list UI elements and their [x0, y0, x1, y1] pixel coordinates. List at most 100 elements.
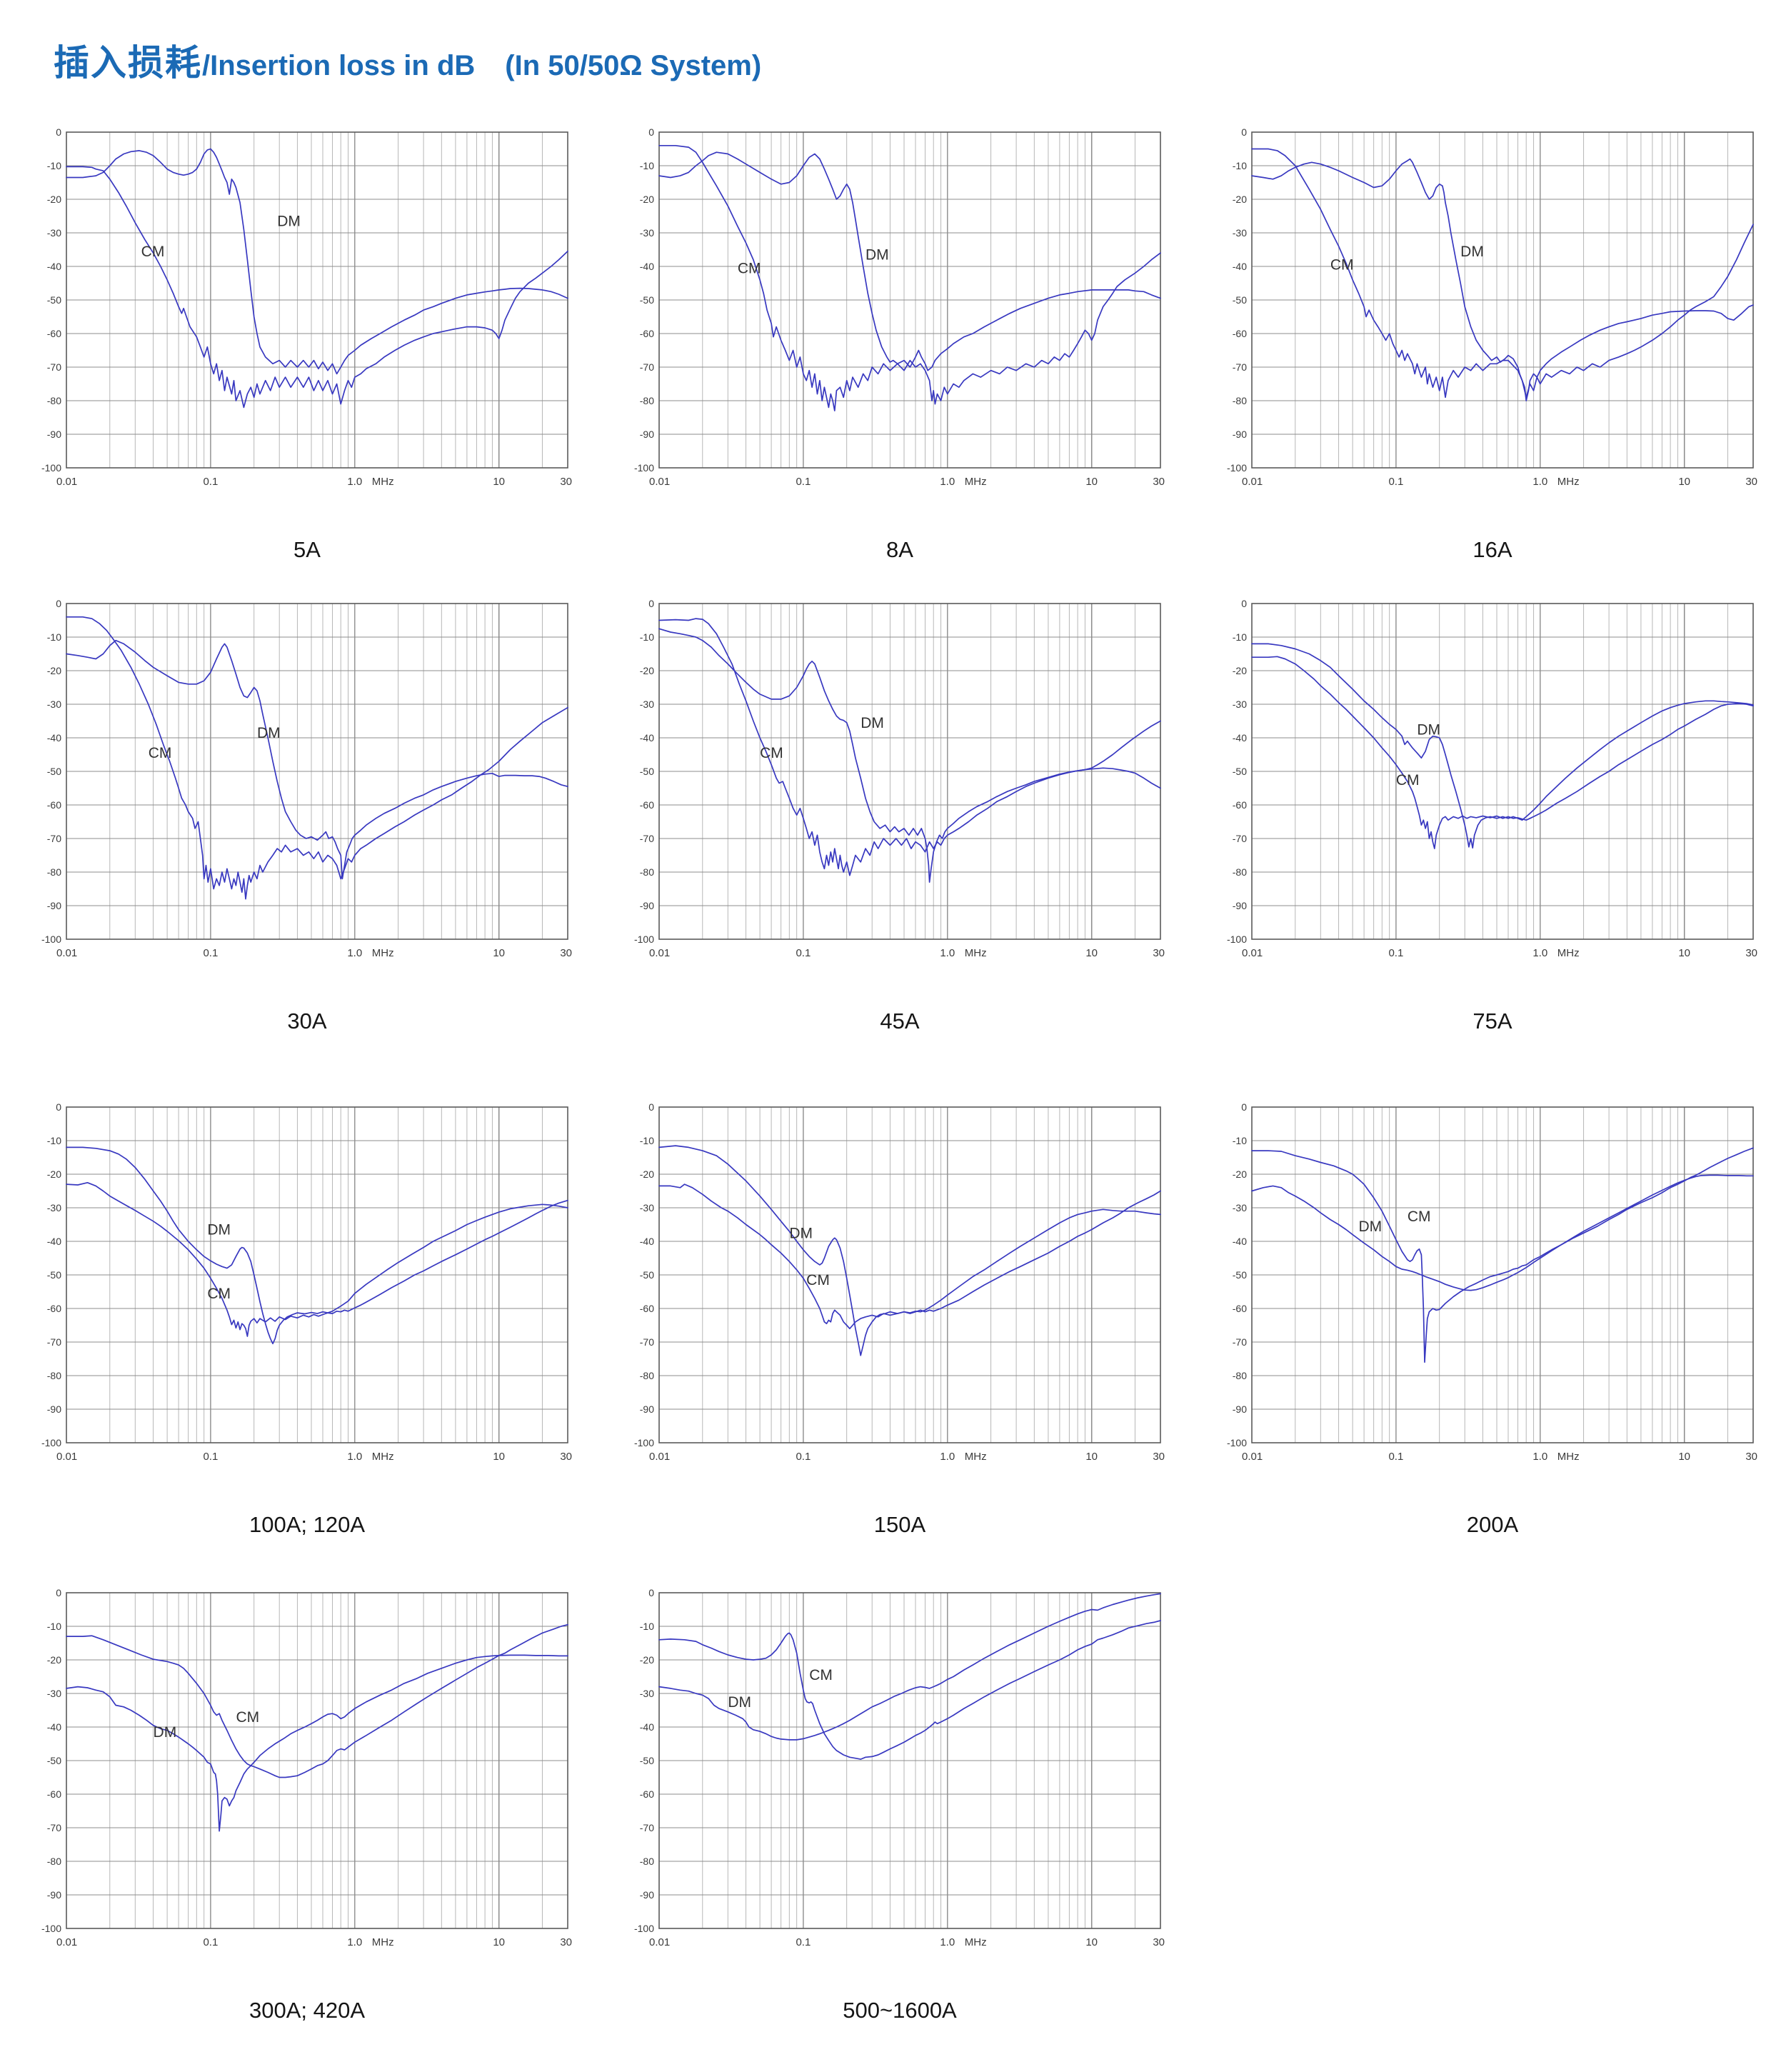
y-tick-label: -70 [640, 1822, 654, 1833]
chart-caption: 300A; 420A [249, 1998, 366, 2023]
y-tick-label: -100 [634, 462, 654, 474]
x-axis-unit-label: MHz [1557, 476, 1580, 488]
y-tick-label: -10 [1233, 160, 1247, 171]
dm-label: DM [1460, 244, 1484, 260]
y-tick-label: 0 [1241, 1101, 1247, 1113]
y-axis-tick-labels: 0 -10 -20 -30 -40 -50 -60 -70 -80 -90 -100 [1227, 598, 1247, 945]
x-tick-label: 1.0 [940, 476, 955, 488]
y-axis-tick-labels: 0 -10 -20 -30 -40 -50 -60 -70 -80 -90 -100 [1227, 126, 1247, 474]
chart-plot: 0 -10 -20 -30 -40 -50 -60 -70 -80 -90 -100 0.01 0.1 1… [41, 126, 572, 488]
dm-curve [1251, 158, 1754, 401]
x-tick-label: 10 [1678, 947, 1690, 959]
x-tick-label: 30 [1153, 1451, 1165, 1463]
dm-label: DM [154, 1724, 177, 1741]
x-tick-label: 0.01 [649, 476, 670, 488]
y-tick-label: -30 [1233, 227, 1247, 239]
dm-curve [66, 1146, 568, 1345]
grid [1251, 1106, 1754, 1443]
x-axis-unit-label: MHz [372, 1936, 394, 1948]
y-tick-label: 0 [1241, 598, 1247, 609]
dm-curve [66, 639, 568, 880]
chart-cell-150A: 0 -10 -20 -30 -40 -50 -60 -70 -80 -90 -100 0.01 0.1 1… [618, 1086, 1182, 1553]
x-tick-label: 10 [493, 1451, 505, 1463]
y-tick-label: 0 [648, 598, 654, 609]
cm-label: CM [806, 1272, 830, 1288]
chart-plot: 0 -10 -20 -30 -40 -50 -60 -70 -80 -90 -100 0.01 0.1 1… [41, 1101, 572, 1463]
x-tick-label: 10 [493, 1936, 505, 1948]
y-tick-label: -40 [1233, 732, 1247, 744]
y-tick-label: -60 [47, 328, 61, 339]
dm-curve [658, 628, 1161, 883]
x-tick-label: 30 [1745, 1451, 1757, 1463]
y-tick-label: 0 [56, 1587, 61, 1598]
x-tick-label: 0.01 [1242, 947, 1263, 959]
y-tick-label: -60 [640, 1788, 654, 1800]
chart-cell-16A: 0 -10 -20 -30 -40 -50 -60 -70 -80 -90 -100 0.01 0.1 1… [1210, 111, 1771, 579]
y-tick-label: -70 [640, 361, 654, 373]
grid [1251, 131, 1754, 469]
x-tick-label: 1.0 [347, 476, 362, 488]
y-tick-label: -40 [640, 732, 654, 744]
x-tick-label: 0.01 [56, 1451, 77, 1463]
chart-plot: 0 -10 -20 -30 -40 -50 -60 -70 -80 -90 -100 0.01 0.1 1… [41, 1587, 572, 1948]
y-tick-label: -10 [47, 1135, 61, 1146]
y-tick-label: -50 [640, 1755, 654, 1766]
chart-cell-100A-120A: 0 -10 -20 -30 -40 -50 -60 -70 -80 -90 -100 0.01 0.1 1… [25, 1086, 589, 1553]
x-tick-label: 1.0 [940, 1451, 955, 1463]
y-tick-label: -20 [1233, 194, 1247, 205]
y-tick-label: -80 [1233, 1370, 1247, 1381]
x-tick-label: 1.0 [347, 1451, 362, 1463]
x-tick-label: 1.0 [347, 947, 362, 959]
chart-plot: 0 -10 -20 -30 -40 -50 -60 -70 -80 -90 -100 0.01 0.1 1… [1227, 126, 1757, 488]
x-axis-tick-labels: 0.01 0.1 1.0 MHz 10 30 [56, 947, 572, 959]
x-tick-label: 0.01 [649, 1936, 670, 1948]
x-tick-label: 0.1 [796, 947, 811, 959]
grid [66, 1592, 568, 1929]
x-tick-label: 0.1 [796, 1451, 811, 1463]
y-tick-label: 0 [648, 126, 654, 138]
grid [1251, 603, 1754, 940]
y-tick-label: -80 [640, 866, 654, 878]
x-axis-unit-label: MHz [1557, 1451, 1580, 1463]
y-tick-label: -50 [1233, 766, 1247, 777]
x-tick-label: 30 [560, 947, 572, 959]
cm-label: CM [809, 1667, 833, 1683]
grid [66, 1106, 568, 1443]
y-tick-label: -90 [640, 1889, 654, 1901]
y-tick-label: -40 [1233, 261, 1247, 272]
dm-curve [1251, 643, 1754, 849]
y-tick-label: -90 [640, 429, 654, 440]
y-axis-tick-labels: 0 -10 -20 -30 -40 -50 -60 -70 -80 -90 -100 [41, 1587, 61, 1934]
y-tick-label: -100 [1227, 934, 1247, 945]
y-tick-label: -50 [640, 294, 654, 306]
y-tick-label: -10 [640, 160, 654, 171]
dm-label: DM [257, 725, 281, 741]
grid [66, 131, 568, 469]
x-axis-tick-labels: 0.01 0.1 1.0 MHz 10 30 [56, 1451, 572, 1463]
y-tick-label: -30 [640, 227, 654, 239]
x-tick-label: 0.01 [56, 947, 77, 959]
y-tick-label: -40 [640, 1236, 654, 1247]
y-tick-label: -50 [640, 1269, 654, 1281]
chart-cell-75A: 0 -10 -20 -30 -40 -50 -60 -70 -80 -90 -100 0.01 0.1 1… [1210, 582, 1771, 1050]
x-axis-unit-label: MHz [965, 947, 987, 959]
x-tick-label: 10 [1678, 1451, 1690, 1463]
y-tick-label: -20 [47, 194, 61, 205]
chart-plot: 0 -10 -20 -30 -40 -50 -60 -70 -80 -90 -100 0.01 0.1 1… [41, 598, 572, 959]
y-tick-label: -30 [47, 1202, 61, 1213]
x-tick-label: 10 [493, 476, 505, 488]
dm-curve [1251, 1174, 1754, 1291]
cm-curve [1251, 1147, 1754, 1363]
cm-curve [658, 618, 1161, 876]
y-axis-tick-labels: 0 -10 -20 -30 -40 -50 -60 -70 -80 -90 -100 [634, 1587, 654, 1934]
y-tick-label: -70 [47, 833, 61, 844]
y-tick-label: 0 [56, 598, 61, 609]
y-tick-label: -20 [47, 1168, 61, 1180]
x-tick-label: 0.1 [1388, 1451, 1403, 1463]
y-tick-label: -100 [41, 1923, 61, 1934]
y-tick-label: -30 [640, 699, 654, 710]
x-axis-tick-labels: 0.01 0.1 1.0 MHz 10 30 [649, 947, 1165, 959]
grid [66, 603, 568, 940]
y-tick-label: -20 [1233, 665, 1247, 676]
